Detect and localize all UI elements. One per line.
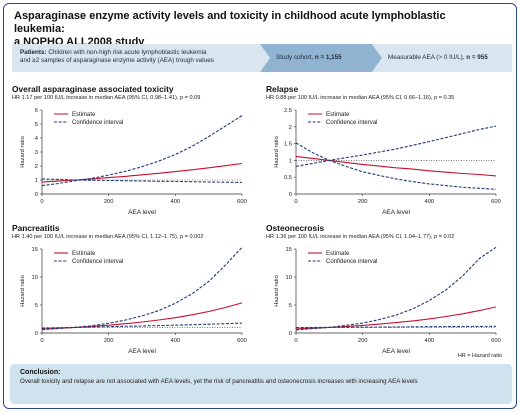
panel-title: Pancreatitis	[12, 223, 60, 233]
overall-toxicity-chart: 0 1 2 3 4 5 6 0 200 400 600 AEA level Hazard ratio Es…	[20, 108, 247, 216]
x-tick-label: 0	[294, 338, 297, 344]
y-tick-label: 2	[35, 164, 38, 170]
x-tick-label: 200	[104, 338, 114, 344]
y-tick-label: 6	[35, 108, 38, 114]
x-tick-label: 0	[40, 199, 43, 205]
ci-line	[296, 142, 497, 190]
y-axis-label: Hazard ratio	[20, 275, 26, 307]
y-tick-label: 3	[35, 150, 38, 156]
y-axis-label: Hazard ratio	[274, 275, 280, 307]
panel-osteonecrosis: Osteonecrosis HR 1.36 per 100 IU/L incre…	[266, 223, 516, 355]
y-axis-label: Hazard ratio	[20, 136, 26, 168]
panel-hr-text: HR 0.88 per 100 IU/L increase in median …	[266, 95, 455, 101]
y-tick-label: 1	[289, 158, 292, 164]
banner-patients-line2: and ≥2 samples of asparaginase enzyme ac…	[20, 57, 214, 64]
y-tick-label: 10	[286, 275, 292, 281]
x-tick-label: 600	[491, 338, 501, 344]
figure-frame: Asparaginase enzyme activity levels and …	[3, 3, 517, 409]
y-tick-label: 1.5	[284, 142, 292, 148]
x-tick-label: 0	[294, 199, 297, 205]
y-tick-label: 5	[35, 303, 38, 309]
panel-pancreatitis: Pancreatitis HR 1.40 per 100 IU/L increa…	[12, 223, 262, 355]
legend-estimate-label: Estimate	[72, 251, 96, 257]
panel-title: Osteonecrosis	[266, 223, 325, 233]
x-tick-label: 600	[237, 338, 247, 344]
y-tick-label: 2.5	[284, 108, 292, 114]
banner-cohort-n: n = 1,155	[314, 54, 342, 61]
estimate-line	[296, 306, 497, 330]
x-axis-label: AEA level	[382, 348, 410, 355]
conclusion-heading: Conclusion:	[20, 369, 61, 376]
legend-estimate-label: Estimate	[326, 251, 350, 257]
banner-patients-line1: Children with non-high risk acute lympho…	[46, 49, 207, 56]
conclusion-box: Conclusion: Overall toxicity and relapse…	[10, 364, 512, 404]
title-line-1: Asparaginase enzyme activity levels and …	[14, 10, 446, 35]
banner-patients-text: Patients: Children with non-high risk ac…	[20, 49, 260, 65]
study-flow-banner: Patients: Children with non-high risk ac…	[12, 44, 512, 72]
panel-title: Overall asparaginase associated toxicity	[12, 84, 174, 94]
hr-abbreviation-note: HR = Hazard ratio	[457, 353, 502, 359]
x-tick-label: 400	[170, 338, 180, 344]
y-tick-label: 5	[289, 303, 292, 309]
ci-line	[42, 115, 243, 187]
x-axis-label: AEA level	[128, 209, 156, 216]
banner-measurable-n: n = 955	[466, 54, 488, 61]
banner-measurable-text: Measurable AEA (> 0 IU/L), n = 955	[388, 54, 488, 62]
x-tick-label: 600	[237, 199, 247, 205]
legend-ci-label: Confidence interval	[326, 120, 377, 126]
x-tick-label: 0	[40, 338, 43, 344]
x-axis-label: AEA level	[382, 209, 410, 216]
y-tick-label: 1	[35, 178, 38, 184]
banner-measurable-label: Measurable AEA (> 0 IU/L),	[388, 54, 467, 61]
y-axis-label: Hazard ratio	[274, 136, 280, 168]
panel-hr-text: HR 1.17 per 100 IU/L increase in median …	[12, 95, 201, 101]
panel-hr-text: HR 1.40 per 100 IU/L increase in median …	[12, 234, 204, 240]
legend-ci-label: Confidence interval	[326, 259, 377, 265]
banner-arrows	[12, 44, 512, 72]
y-tick-label: 0	[289, 192, 292, 198]
ci-line	[296, 325, 497, 329]
y-tick-label: 0.5	[284, 175, 292, 181]
banner-cohort-text: Study cohort, n = 1,155	[276, 54, 342, 62]
pancreatitis-chart: 0 5 10 15 0 200 400 600 AEA level Hazard ratio Est…	[20, 247, 247, 355]
legend-estimate-label: Estimate	[326, 112, 350, 118]
banner-cohort-label: Study cohort,	[276, 54, 315, 61]
conclusion-text: Overall toxicity and relapse are not ass…	[20, 378, 418, 385]
x-tick-label: 400	[424, 199, 434, 205]
estimate-line	[42, 302, 243, 330]
panel-overall-toxicity: Overall asparaginase associated toxicity…	[12, 84, 262, 216]
legend-ci-label: Confidence interval	[72, 259, 123, 265]
x-axis-label: AEA level	[128, 348, 156, 355]
x-tick-label: 400	[170, 199, 180, 205]
y-tick-label: 4	[35, 136, 39, 142]
ci-line	[42, 178, 243, 184]
osteonecrosis-chart: 0 5 10 15 0 200 400 600 AEA level Hazard ratio Est…	[274, 247, 501, 355]
y-tick-label: 0	[35, 331, 38, 337]
banner-cohort-box	[260, 44, 382, 72]
panel-title: Relapse	[266, 84, 299, 94]
y-tick-label: 15	[32, 247, 38, 253]
panel-relapse: Relapse HR 0.88 per 100 IU/L increase in…	[266, 84, 516, 216]
relapse-chart: 0 0.5 1 1.5 2 2.5 0 200 400 600 AEA level Hazard ra…	[274, 108, 501, 216]
banner-patients-box	[12, 44, 270, 72]
ci-line	[42, 322, 243, 329]
y-tick-label: 0	[35, 192, 38, 198]
y-tick-label: 15	[286, 247, 292, 253]
legend-ci-label: Confidence interval	[72, 120, 123, 126]
x-tick-label: 600	[491, 199, 501, 205]
y-tick-label: 0	[289, 331, 292, 337]
y-tick-label: 10	[32, 275, 38, 281]
x-tick-label: 200	[104, 199, 114, 205]
y-tick-label: 2	[289, 125, 292, 131]
y-tick-label: 5	[35, 122, 38, 128]
banner-patients-label: Patients:	[20, 49, 47, 56]
legend-estimate-label: Estimate	[72, 112, 96, 118]
panel-hr-text: HR 1.36 per 100 IU/L increase in median …	[266, 234, 455, 240]
x-tick-label: 200	[358, 338, 368, 344]
x-tick-label: 400	[424, 338, 434, 344]
banner-measurable-box	[372, 44, 512, 72]
x-tick-label: 200	[358, 199, 368, 205]
